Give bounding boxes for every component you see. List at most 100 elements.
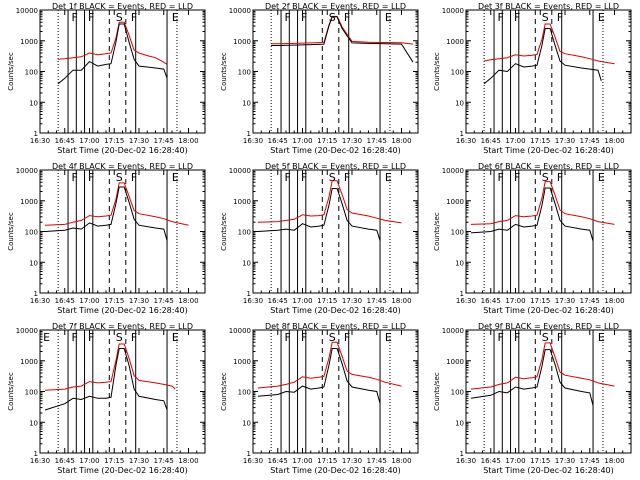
interval-marker: E — [172, 331, 179, 344]
x-tick-label: 17:15 — [530, 137, 550, 145]
interval-marker: F — [514, 11, 520, 24]
x-tick-label: 16:45 — [481, 297, 501, 305]
y-tick-label: 1000 — [233, 358, 251, 366]
panel-title: Det 9f BLACK = Events, RED = LLD — [478, 322, 619, 331]
x-tick-label: 17:00 — [79, 457, 99, 465]
y-tick-label: 10 — [29, 99, 38, 107]
y-tick-label: 10 — [455, 99, 464, 107]
x-tick-label: 17:15 — [530, 297, 550, 305]
plot-frame — [39, 169, 206, 294]
interval-marker: F — [88, 171, 94, 184]
interval-marker: F — [301, 171, 307, 184]
interval-marker: E — [598, 331, 605, 344]
y-axis-label: Counts/sec — [433, 372, 441, 411]
y-tick-label: 1 — [247, 130, 251, 138]
panel-title: Det 1f BLACK = Events, RED = LLD — [52, 2, 193, 11]
lld-series-line — [470, 342, 615, 390]
x-axis-label: Start Time (20-Dec-02 16:28:40) — [483, 146, 614, 155]
interval-marker: S — [116, 171, 123, 184]
x-axis-label: Start Time (20-Dec-02 16:28:40) — [57, 306, 188, 315]
x-tick-label: 18:00 — [604, 457, 624, 465]
x-tick-label: 18:00 — [178, 457, 198, 465]
x-tick-label: 16:45 — [55, 297, 75, 305]
interval-marker: F — [344, 171, 350, 184]
y-tick-label: 1 — [34, 130, 38, 138]
interval-marker: E — [43, 331, 50, 344]
y-axis-label: Counts/sec — [220, 52, 228, 91]
y-tick-label: 1000 — [20, 38, 38, 46]
x-tick-label: 17:30 — [342, 137, 362, 145]
lld-series-line — [44, 182, 189, 226]
y-tick-label: 10000 — [442, 7, 464, 15]
interval-marker: F — [131, 331, 137, 344]
events-series-line — [57, 23, 168, 85]
x-tick-label: 17:15 — [317, 297, 337, 305]
x-axis-label: Start Time (20-Dec-02 16:28:40) — [483, 306, 614, 315]
y-axis-label: Counts/sec — [433, 52, 441, 91]
x-tick-label: 17:45 — [154, 297, 174, 305]
x-tick-label: 17:00 — [292, 137, 312, 145]
lld-series-line — [470, 181, 615, 225]
x-tick-label: 17:15 — [104, 137, 124, 145]
det-panel-1: Det 1f BLACK = Events, RED = LLD 1 10 100 10… — [7, 2, 206, 155]
x-tick-label: 16:30 — [30, 137, 50, 145]
y-tick-label: 100 — [238, 389, 251, 397]
interval-marker: F — [497, 11, 503, 24]
y-tick-label: 100 — [25, 69, 38, 77]
interval-marker: E — [598, 171, 605, 184]
interval-marker: F — [284, 331, 290, 344]
y-tick-label: 1000 — [446, 38, 464, 46]
y-tick-label: 10 — [29, 259, 38, 267]
x-tick-label: 16:30 — [30, 457, 50, 465]
x-tick-label: 17:30 — [129, 137, 149, 145]
x-axis-label: Start Time (20-Dec-02 16:28:40) — [270, 306, 401, 315]
x-tick-label: 18:00 — [178, 297, 198, 305]
x-tick-label: 16:45 — [481, 137, 501, 145]
x-tick-label: 17:15 — [104, 297, 124, 305]
y-tick-label: 100 — [238, 229, 251, 237]
y-tick-label: 1000 — [20, 198, 38, 206]
y-tick-label: 10000 — [229, 327, 251, 335]
det-panel-4: Det 4f BLACK = Events, RED = LLD 1 10 100 10… — [7, 162, 206, 315]
x-tick-label: 18:00 — [391, 457, 411, 465]
x-tick-label: 17:15 — [317, 457, 337, 465]
y-tick-label: 100 — [25, 389, 38, 397]
y-tick-label: 10 — [29, 419, 38, 427]
lld-series-line — [257, 180, 402, 224]
x-tick-label: 17:45 — [367, 297, 387, 305]
y-tick-label: 10000 — [442, 167, 464, 175]
interval-marker: F — [88, 331, 94, 344]
x-tick-label: 16:45 — [481, 457, 501, 465]
x-tick-label: 17:45 — [580, 137, 600, 145]
y-tick-label: 100 — [451, 229, 464, 237]
x-tick-label: 17:15 — [530, 457, 550, 465]
x-tick-label: 17:00 — [505, 297, 525, 305]
y-tick-label: 100 — [451, 69, 464, 77]
y-tick-label: 10 — [242, 99, 251, 107]
interval-marker: S — [542, 331, 549, 344]
x-tick-label: 16:30 — [30, 297, 50, 305]
interval-marker: F — [71, 331, 77, 344]
x-tick-label: 17:00 — [292, 297, 312, 305]
y-tick-label: 1000 — [233, 38, 251, 46]
interval-marker: S — [329, 171, 336, 184]
y-tick-label: 100 — [451, 389, 464, 397]
x-tick-label: 16:45 — [55, 137, 75, 145]
events-series-line — [470, 187, 594, 241]
events-series-line — [257, 348, 381, 404]
x-tick-label: 16:45 — [55, 457, 75, 465]
y-tick-label: 10000 — [229, 7, 251, 15]
x-tick-label: 17:00 — [505, 137, 525, 145]
panel-title: Det 4f BLACK = Events, RED = LLD — [52, 162, 193, 171]
interval-marker: F — [131, 171, 137, 184]
det-panel-2: Det 2f BLACK = Events, RED = LLD 1 10 100 10… — [220, 2, 419, 155]
events-series-line — [44, 186, 168, 241]
interval-marker: F — [514, 331, 520, 344]
interval-marker: F — [301, 11, 307, 24]
x-tick-label: 17:45 — [367, 137, 387, 145]
x-tick-label: 18:00 — [391, 297, 411, 305]
panel-title: Det 6f BLACK = Events, RED = LLD — [478, 162, 619, 171]
panel-title: Det 8f BLACK = Events, RED = LLD — [265, 322, 406, 331]
det-panel-7: Det 7f BLACK = Events, RED = LLD 1 10 100 10… — [7, 322, 206, 475]
